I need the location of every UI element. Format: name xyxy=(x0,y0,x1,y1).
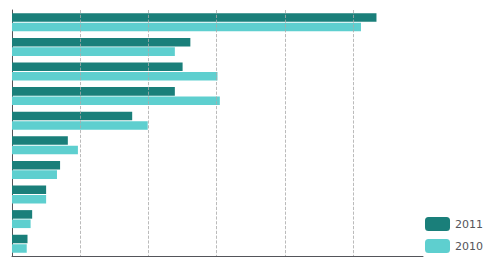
svg-text:2011: 2011 xyxy=(455,218,483,231)
svg-text:2010: 2010 xyxy=(455,240,483,253)
